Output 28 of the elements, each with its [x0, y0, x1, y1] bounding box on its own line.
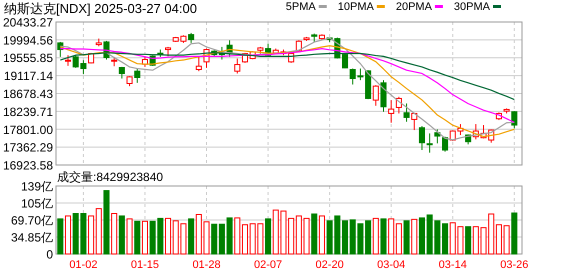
chart-title: 纳斯达克[NDX] 2025-03-27 04:00	[4, 1, 197, 16]
y-tick-label: 34.85亿	[10, 230, 53, 244]
y-tick-label: 17362.29	[2, 140, 54, 155]
legend-label: 30PMA	[454, 1, 491, 13]
y-tick-label: 19994.56	[2, 33, 54, 48]
x-tick-label: 03-14	[438, 259, 467, 271]
x-tick-label: 02-07	[254, 259, 282, 271]
y-tick-label: 18678.43	[2, 87, 54, 101]
legend-label: 10PMA	[338, 1, 374, 13]
y-tick-label: 105亿	[20, 196, 53, 210]
y-tick-label: 19117.14	[4, 69, 54, 84]
y-tick-label: 20433.27	[2, 16, 54, 30]
y-tick-label: 18239.71	[2, 104, 54, 119]
x-tick-label: 01-28	[192, 259, 221, 271]
chart-title: 成交量:8429923840	[57, 170, 164, 184]
legend-label: 20PMA	[396, 1, 433, 13]
y-tick-label: 0	[46, 248, 54, 262]
x-tick-label: 02-20	[316, 259, 344, 271]
y-tick-label: 19555.85	[2, 51, 54, 66]
x-tick-label: 03-04	[377, 259, 406, 271]
x-tick-label: 03-26	[500, 259, 528, 271]
x-tick-label: 01-15	[130, 259, 160, 271]
y-tick-label: 69.70亿	[10, 214, 53, 228]
legend-label: 5PMA	[286, 1, 316, 13]
y-tick-label: 17801.00	[2, 122, 54, 137]
y-tick-label: 16923.58	[2, 158, 54, 172]
x-tick-label: 01-02	[69, 259, 98, 271]
y-tick-label: 139亿	[20, 180, 53, 194]
